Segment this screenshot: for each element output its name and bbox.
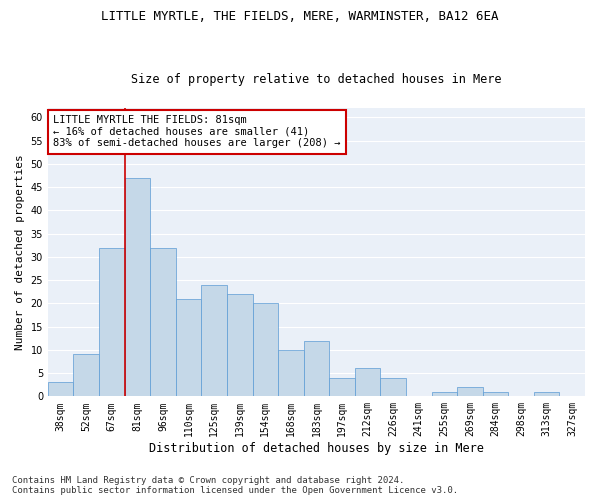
Bar — [202, 284, 227, 397]
Bar — [253, 304, 278, 396]
Bar — [227, 294, 253, 396]
Bar — [431, 392, 457, 396]
Text: LITTLE MYRTLE THE FIELDS: 81sqm
← 16% of detached houses are smaller (41)
83% of: LITTLE MYRTLE THE FIELDS: 81sqm ← 16% of… — [53, 115, 341, 148]
Bar — [176, 298, 202, 396]
Bar — [73, 354, 99, 397]
Bar — [329, 378, 355, 396]
Bar — [534, 392, 559, 396]
Bar — [278, 350, 304, 397]
Bar — [99, 248, 125, 396]
Bar — [355, 368, 380, 396]
Bar — [48, 382, 73, 396]
Bar — [380, 378, 406, 396]
Title: Size of property relative to detached houses in Mere: Size of property relative to detached ho… — [131, 73, 502, 86]
X-axis label: Distribution of detached houses by size in Mere: Distribution of detached houses by size … — [149, 442, 484, 455]
Bar — [150, 248, 176, 396]
Bar — [304, 340, 329, 396]
Y-axis label: Number of detached properties: Number of detached properties — [15, 154, 25, 350]
Bar — [457, 387, 482, 396]
Bar — [125, 178, 150, 396]
Bar — [482, 392, 508, 396]
Text: Contains HM Land Registry data © Crown copyright and database right 2024.
Contai: Contains HM Land Registry data © Crown c… — [12, 476, 458, 495]
Text: LITTLE MYRTLE, THE FIELDS, MERE, WARMINSTER, BA12 6EA: LITTLE MYRTLE, THE FIELDS, MERE, WARMINS… — [101, 10, 499, 23]
